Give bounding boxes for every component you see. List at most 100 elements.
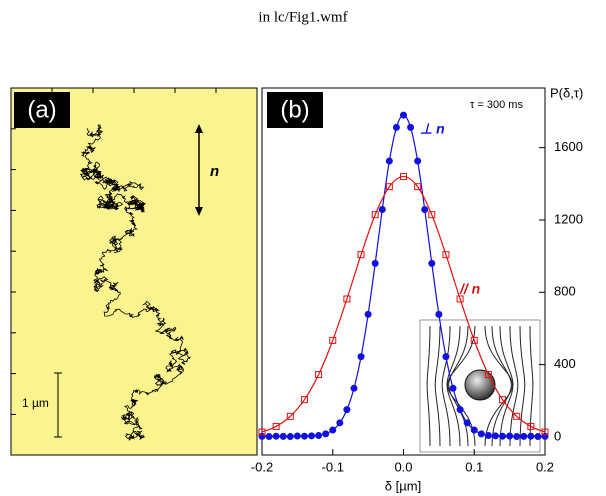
square-marker [258, 428, 266, 436]
square-marker [357, 251, 365, 259]
dot-marker [300, 432, 308, 440]
square-marker [541, 428, 549, 436]
dot-marker [442, 353, 450, 361]
square-marker [385, 183, 393, 191]
streamline [448, 325, 469, 447]
x-tick-label: 0.2 [536, 459, 554, 474]
dot-marker [308, 432, 316, 440]
label-box [14, 92, 70, 128]
y-tick-label: 1200 [554, 211, 583, 226]
header: in lc/Fig1.wmf [258, 9, 347, 25]
streamline [446, 325, 461, 447]
square-marker [371, 211, 379, 219]
square-marker [343, 295, 351, 303]
dot-marker [392, 123, 400, 131]
dot-marker [350, 384, 358, 392]
dot-marker [499, 432, 507, 440]
dot-marker [315, 431, 323, 439]
streamline [499, 325, 514, 447]
dot-marker [484, 431, 492, 439]
dot-marker [400, 111, 407, 119]
square-marker [400, 173, 407, 181]
panel-label: (a) [27, 96, 56, 123]
dot-marker [541, 432, 549, 440]
dot-marker [357, 353, 365, 361]
dot-marker [385, 157, 393, 165]
y-tick-label: 800 [554, 284, 576, 299]
square-marker [286, 412, 294, 420]
dot-marker [470, 426, 478, 434]
dot-marker [456, 406, 464, 414]
dot-marker [258, 432, 266, 440]
series-label: // n [459, 281, 480, 297]
dot-marker [527, 432, 535, 440]
x-tick-label: 0.0 [394, 459, 412, 474]
y-tick-label: 400 [554, 356, 576, 371]
dot-marker [449, 384, 457, 392]
square-marker [470, 336, 478, 344]
streamline [441, 325, 451, 447]
streamline [509, 325, 519, 447]
streamline [484, 325, 513, 447]
dot-marker [491, 432, 499, 440]
square-marker [456, 295, 464, 303]
square-marker [272, 422, 280, 430]
dot-marker [336, 419, 344, 427]
annotation: τ = 300 ms [470, 99, 523, 111]
streamline [434, 325, 441, 447]
dot-marker [272, 432, 280, 440]
square-marker [329, 336, 337, 344]
trajectory [80, 124, 191, 441]
square-marker [315, 371, 323, 379]
panel-label: (b) [280, 96, 309, 123]
panel-a-frame [10, 87, 258, 456]
dot-marker [371, 259, 379, 267]
dot-marker [293, 432, 301, 440]
square-marker [414, 183, 422, 191]
dot-marker [435, 310, 443, 318]
dot-marker [286, 433, 294, 441]
square-marker [527, 422, 535, 430]
dot-marker [322, 430, 330, 438]
streamline [491, 325, 512, 447]
x-tick-label: -0.2 [251, 459, 273, 474]
square-marker [300, 396, 308, 404]
square-marker [484, 371, 492, 379]
square-marker [513, 412, 521, 420]
dot-marker [378, 205, 386, 213]
x-axis-label: δ [µm] [385, 478, 421, 493]
dot-marker [265, 433, 273, 441]
square-marker [442, 251, 450, 259]
dot-marker [279, 432, 287, 440]
streamline [426, 325, 431, 447]
dot-marker [407, 123, 415, 131]
dot-marker [329, 426, 337, 434]
label-box [267, 92, 323, 128]
dot-marker [428, 259, 436, 267]
dot-marker [421, 205, 429, 213]
dot-marker [414, 157, 422, 165]
y-axis-label: P(δ,τ) [550, 85, 583, 100]
square-marker [428, 211, 436, 219]
x-tick-label: -0.1 [322, 459, 344, 474]
streamline [529, 325, 534, 447]
square-marker [499, 396, 507, 404]
dot-marker [364, 310, 372, 318]
dot-marker [477, 430, 485, 438]
dot-marker [520, 432, 528, 440]
particle [464, 369, 496, 401]
scale-label: 1 µm [22, 396, 49, 410]
dot-marker [343, 406, 351, 414]
x-tick-label: 0.1 [465, 459, 483, 474]
dot-marker [534, 433, 542, 441]
dot-marker [513, 433, 521, 441]
fit-line [261, 175, 546, 433]
series-label: ⊥ n [420, 121, 445, 137]
y-tick-label: 0 [554, 428, 561, 443]
panel-a: (a) n 1 µm [10, 87, 258, 456]
y-tick-label: 1600 [554, 139, 583, 154]
dot-marker [506, 432, 514, 440]
dot-marker [463, 419, 471, 427]
director-label: n [210, 163, 219, 180]
